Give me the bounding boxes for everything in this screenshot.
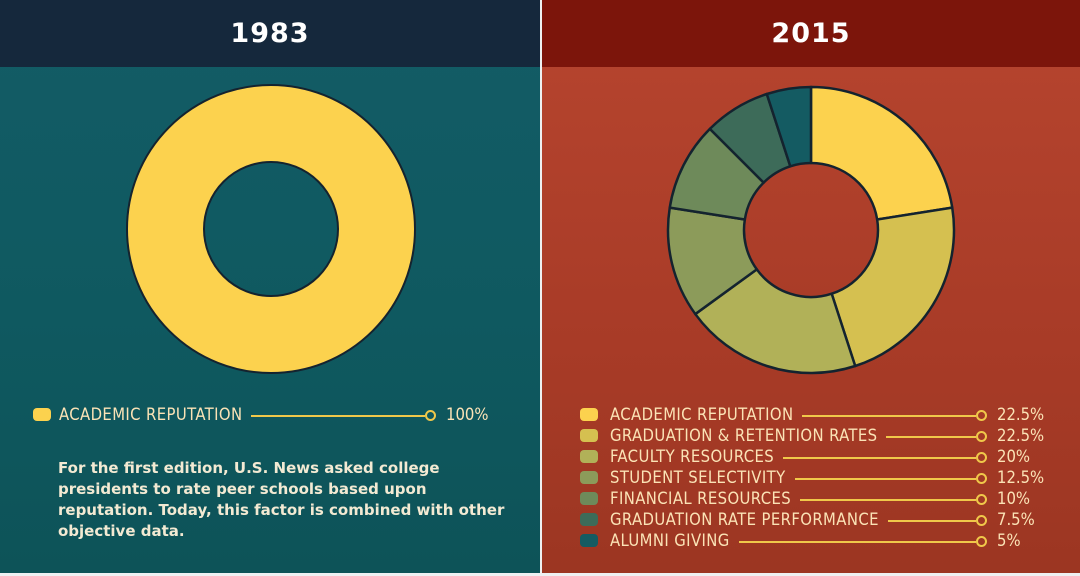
legend-label: GRADUATION & RETENTION RATES	[610, 426, 878, 445]
donut-slice-alumni-giving	[765, 85, 813, 168]
legend-leader-line	[800, 499, 976, 501]
legend-label: ACADEMIC REPUTATION	[59, 405, 243, 424]
legend-2015: ACADEMIC REPUTATION 22.5% GRADUATION & RET…	[542, 0, 1080, 573]
legend-leader-dot	[425, 410, 436, 421]
donut-slice-academic-reputation	[127, 85, 415, 373]
legend-leader-line	[802, 415, 976, 417]
legend-leader-dot	[976, 515, 987, 526]
legend-swatch	[580, 450, 598, 463]
legend-swatch	[580, 429, 598, 442]
legend-swatch	[580, 492, 598, 505]
panel-1983: 1983 ACADEMIC REPUTATION 100% For the fir…	[0, 0, 540, 573]
donut-slice-faculty-resources	[694, 268, 857, 375]
legend-leader-dot	[976, 452, 987, 463]
legend-item-student-selectivity: STUDENT SELECTIVITY 12.5%	[542, 468, 1080, 488]
legend-value: 7.5%	[997, 510, 1035, 529]
legend-label: ACADEMIC REPUTATION	[610, 405, 794, 424]
legend-value: 100%	[446, 405, 489, 424]
panel-title-1983: 1983	[0, 0, 540, 67]
legend-leader-dot	[976, 536, 987, 547]
legend-leader-line	[794, 478, 976, 480]
legend-item-graduation-rate-performance: GRADUATION RATE PERFORMANCE 7.5%	[542, 510, 1080, 530]
explanatory-note: For the first edition, U.S. News asked c…	[58, 459, 505, 540]
legend-leader-dot	[976, 431, 987, 442]
donut-outer-edge	[126, 84, 416, 374]
donut-chart-2015	[666, 85, 956, 375]
legend-item-academic-reputation: ACADEMIC REPUTATION 22.5%	[542, 405, 1080, 425]
legend-leader-dot	[976, 494, 987, 505]
legend-item-faculty-resources: FACULTY RESOURCES 20%	[542, 447, 1080, 467]
legend-label: STUDENT SELECTIVITY	[610, 468, 786, 487]
legend-label: ALUMNI GIVING	[610, 531, 730, 550]
legend-value: 10%	[997, 489, 1030, 508]
legend-item-academic-reputation: ACADEMIC REPUTATION 100%	[0, 405, 540, 425]
legend-leader-line	[738, 541, 976, 543]
legend-swatch	[580, 534, 598, 547]
legend-value: 5%	[997, 531, 1021, 550]
donut-inner-edge	[203, 161, 339, 297]
legend-value: 20%	[997, 447, 1030, 466]
legend-swatch	[580, 471, 598, 484]
legend-leader-line	[783, 457, 976, 459]
donut-chart-1983	[126, 84, 416, 374]
legend-swatch	[580, 408, 598, 421]
legend-label: FACULTY RESOURCES	[610, 447, 775, 466]
legend-swatch	[580, 513, 598, 526]
legend-leader-dot	[976, 473, 987, 484]
legend-value: 22.5%	[997, 405, 1045, 424]
legend-label: FINANCIAL RESOURCES	[610, 489, 792, 508]
legend-leader-line	[886, 436, 976, 438]
donut-slice-graduation-and-retention-rates	[830, 206, 956, 368]
legend-item-graduation-and-retention-rates: GRADUATION & RETENTION RATES 22.5%	[542, 426, 1080, 446]
legend-swatch	[33, 408, 51, 421]
legend-label: GRADUATION RATE PERFORMANCE	[610, 510, 879, 529]
donut-slice-academic-reputation	[809, 85, 954, 221]
legend-1983: ACADEMIC REPUTATION 100%	[0, 0, 540, 573]
legend-value: 22.5%	[997, 426, 1045, 445]
legend-leader-line	[887, 520, 976, 522]
legend-item-financial-resources: FINANCIAL RESOURCES 10%	[542, 489, 1080, 509]
legend-leader-dot	[976, 410, 987, 421]
legend-item-alumni-giving: ALUMNI GIVING 5%	[542, 531, 1080, 551]
legend-leader-line	[251, 415, 425, 417]
panel-2015: 2015 ACADEMIC REPUTATION 22.5% GRADUATION …	[542, 0, 1080, 573]
panel-title-2015: 2015	[542, 0, 1080, 67]
legend-value: 12.5%	[997, 468, 1045, 487]
